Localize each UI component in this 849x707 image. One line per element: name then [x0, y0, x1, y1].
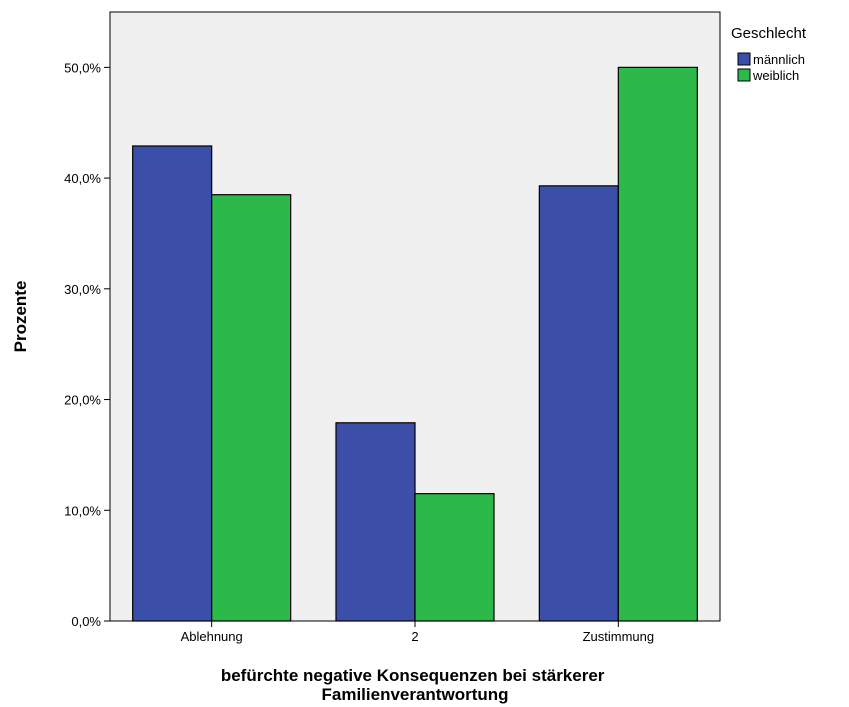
bar-männlich-2: [335, 422, 416, 622]
bar-weiblich-2: [414, 493, 495, 622]
y-axis-title: Prozente: [11, 281, 30, 353]
y-tick-label: 10,0%: [64, 503, 101, 518]
bar-männlich-Ablehnung: [132, 145, 213, 622]
y-tick-label: 0,0%: [71, 614, 101, 629]
x-axis: Ablehnung 2 Zustimmung: [181, 621, 655, 644]
x-category-label: Zustimmung: [583, 629, 655, 644]
x-category-label: 2: [411, 629, 418, 644]
y-tick-label: 50,0%: [64, 60, 101, 75]
x-axis-title-line-2: Familienverantwortung: [321, 685, 508, 704]
legend-swatch-weiblich: [737, 68, 751, 82]
bar-weiblich-Ablehnung: [211, 194, 292, 622]
legend-title: Geschlecht: [731, 25, 807, 42]
bar-männlich-Zustimmung: [538, 185, 619, 622]
y-tick-label: 30,0%: [64, 282, 101, 297]
bars-group: [132, 66, 698, 622]
x-axis-title: befürchte negative Konsequenzen bei stär…: [221, 666, 609, 704]
y-axis: 0,0% 10,0% 20,0% 30,0% 40,0% 50,0%: [64, 60, 110, 629]
legend-swatch-männlich: [737, 52, 751, 66]
legend-label: männlich: [753, 52, 805, 67]
bar-weiblich-Zustimmung: [617, 66, 698, 622]
legend-label: weiblich: [752, 68, 799, 83]
x-axis-title-line-1: befürchte negative Konsequenzen bei stär…: [221, 666, 605, 685]
y-tick-label: 40,0%: [64, 171, 101, 186]
y-tick-label: 20,0%: [64, 393, 101, 408]
x-category-label: Ablehnung: [181, 629, 243, 644]
